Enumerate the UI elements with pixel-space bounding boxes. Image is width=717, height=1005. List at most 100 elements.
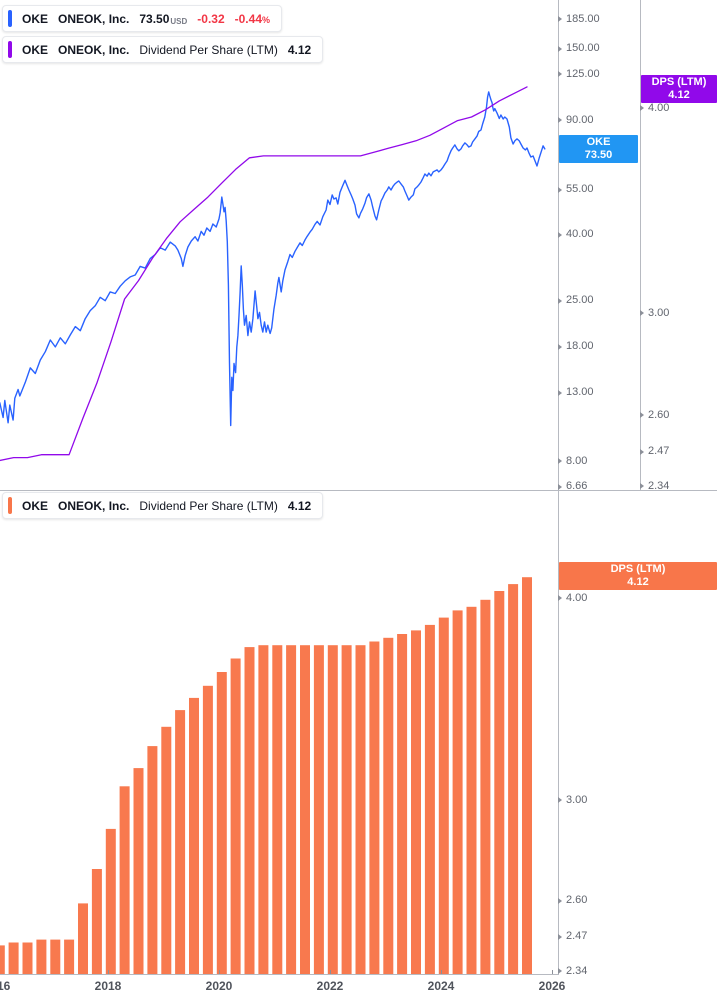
axis-tick-label: 2.34 — [566, 964, 588, 977]
dps-series-color-stripe — [8, 497, 12, 514]
dps-bar[interactable] — [22, 942, 33, 975]
price-value-group: 73.50USD — [139, 12, 187, 26]
dps-bar[interactable] — [286, 645, 297, 974]
dps-bar[interactable] — [36, 939, 47, 974]
axis-tick-arrow-icon — [558, 186, 562, 193]
dps-bar[interactable] — [244, 647, 255, 974]
legend-price-series[interactable]: OKE ONEOK, Inc. 73.50USD -0.32 -0.44% — [2, 5, 283, 32]
dps-axis-tag-bottom: DPS (LTM) 4.12 — [559, 562, 717, 590]
axis-tick-arrow-icon — [558, 343, 562, 350]
axis-tick-label: 150.00 — [566, 42, 600, 54]
ticker-symbol: OKE — [22, 498, 49, 513]
dps-bar[interactable] — [64, 939, 75, 974]
dps-bar[interactable] — [383, 637, 394, 974]
time-axis-tick — [552, 970, 553, 974]
dps-bar[interactable] — [341, 645, 352, 974]
axis-tick-arrow-icon — [558, 389, 562, 396]
dps-bar[interactable] — [161, 726, 172, 974]
axis-tick-arrow-icon — [558, 16, 562, 22]
dps-axis-tag-top: DPS (LTM) 4.12 — [641, 75, 717, 103]
dps-bar[interactable] — [327, 645, 338, 974]
dps-bar[interactable] — [369, 641, 380, 975]
indicator-value: 4.12 — [287, 42, 312, 57]
dps-bar[interactable] — [397, 634, 408, 974]
price-pane-plot[interactable] — [0, 0, 558, 490]
legend-dps-indicator-bottom[interactable]: OKE ONEOK, Inc. Dividend Per Share (LTM)… — [2, 492, 324, 519]
dps-bar[interactable] — [522, 577, 532, 974]
dps-bar[interactable] — [300, 645, 310, 974]
dps-bar[interactable] — [230, 658, 241, 975]
dps-bar[interactable] — [480, 599, 491, 974]
time-axis-line — [0, 974, 558, 975]
tag-value: 4.12 — [668, 89, 690, 101]
axis-tick-label: 4.00 — [648, 101, 670, 114]
axis-tick-label: 18.00 — [566, 340, 594, 353]
axis-tick-arrow-icon — [558, 71, 562, 78]
axis-tick-arrow-icon — [558, 45, 562, 52]
axis-tick-arrow-icon — [558, 595, 562, 601]
time-scale[interactable]: 2016 2018 2020 2022 2024 2026 — [0, 975, 717, 1005]
dividend-pane-plot[interactable] — [0, 490, 558, 975]
axis-tick-label: 2.60 — [566, 894, 588, 907]
time-axis-year-label: 2016 — [0, 979, 11, 993]
time-axis-year-label: 2020 — [205, 979, 233, 993]
axis-tick-arrow-icon — [558, 117, 562, 124]
dps-bar[interactable] — [133, 768, 144, 974]
dps-scale-bottom[interactable]: 4.00 3.00 2.60 2.47 2.34 — [559, 491, 717, 977]
axis-tick-label: 90.00 — [566, 113, 594, 126]
dps-bar[interactable] — [202, 685, 213, 974]
axis-tick-label: 2.47 — [648, 445, 670, 458]
axis-tick-label: 2.60 — [648, 408, 670, 421]
dps-bar[interactable] — [452, 610, 463, 974]
price-change-percent: -0.44% — [234, 11, 271, 26]
dps-bar[interactable] — [272, 645, 283, 974]
dps-bar[interactable] — [8, 942, 19, 975]
dps-bar[interactable] — [313, 645, 324, 974]
dps-bar[interactable] — [189, 697, 199, 974]
dps-bar[interactable] — [466, 606, 477, 974]
dps-scale-axis-line — [640, 0, 641, 490]
dps-bar[interactable] — [411, 630, 421, 974]
currency-label: USD — [170, 16, 188, 26]
axis-tick-arrow-icon — [558, 968, 562, 974]
dps-bar[interactable] — [216, 672, 227, 974]
dps-scale-top[interactable]: 4.00 3.00 2.60 2.47 2.34 — [641, 0, 717, 492]
time-axis-year-label: 2018 — [94, 979, 122, 993]
dps-bar[interactable] — [50, 939, 61, 974]
axis-tick-arrow-icon — [558, 797, 562, 804]
dps-bar[interactable] — [508, 584, 519, 974]
axis-tick-label: 2.47 — [566, 930, 588, 943]
dps-bar[interactable] — [494, 591, 505, 974]
price-series-color-stripe — [8, 10, 12, 27]
axis-tick-arrow-icon — [558, 933, 562, 940]
dps-bar[interactable] — [438, 617, 449, 974]
dps-bar[interactable] — [424, 624, 435, 974]
axis-tick-label: 13.00 — [566, 386, 594, 399]
dps-bar[interactable] — [258, 645, 269, 974]
legend-dps-indicator-top[interactable]: OKE ONEOK, Inc. Dividend Per Share (LTM)… — [2, 36, 324, 63]
time-axis-tick — [219, 970, 220, 974]
indicator-name: Dividend Per Share (LTM) — [139, 42, 278, 57]
time-axis-year-label: 2024 — [427, 979, 455, 993]
company-name: ONEOK, Inc. — [58, 42, 130, 57]
company-name: ONEOK, Inc. — [58, 11, 130, 26]
pane-divider[interactable] — [0, 490, 717, 491]
axis-tick-label: 3.00 — [566, 793, 588, 806]
tag-label: DPS (LTM) — [610, 563, 666, 575]
dps-bar[interactable] — [91, 869, 102, 974]
dps-bar[interactable] — [175, 710, 186, 974]
dps-bar[interactable] — [78, 903, 88, 974]
dps-bar[interactable] — [105, 828, 116, 974]
axis-tick-arrow-icon — [558, 483, 562, 490]
price-scale[interactable]: 185.00 150.00 125.00 90.00 55.00 40.00 25.00 18… — [559, 0, 640, 493]
dps-bar[interactable] — [355, 645, 366, 974]
axis-tick-label: 2.34 — [648, 479, 670, 492]
axis-tick-label: 8.00 — [566, 454, 588, 467]
dps-bar[interactable] — [119, 786, 130, 974]
axis-tick-arrow-icon — [640, 412, 644, 419]
dps-series-color-stripe — [8, 41, 12, 58]
dps-bar[interactable] — [0, 945, 5, 974]
dps-bar[interactable] — [147, 746, 158, 974]
axis-tick-label: 185.00 — [566, 12, 600, 25]
